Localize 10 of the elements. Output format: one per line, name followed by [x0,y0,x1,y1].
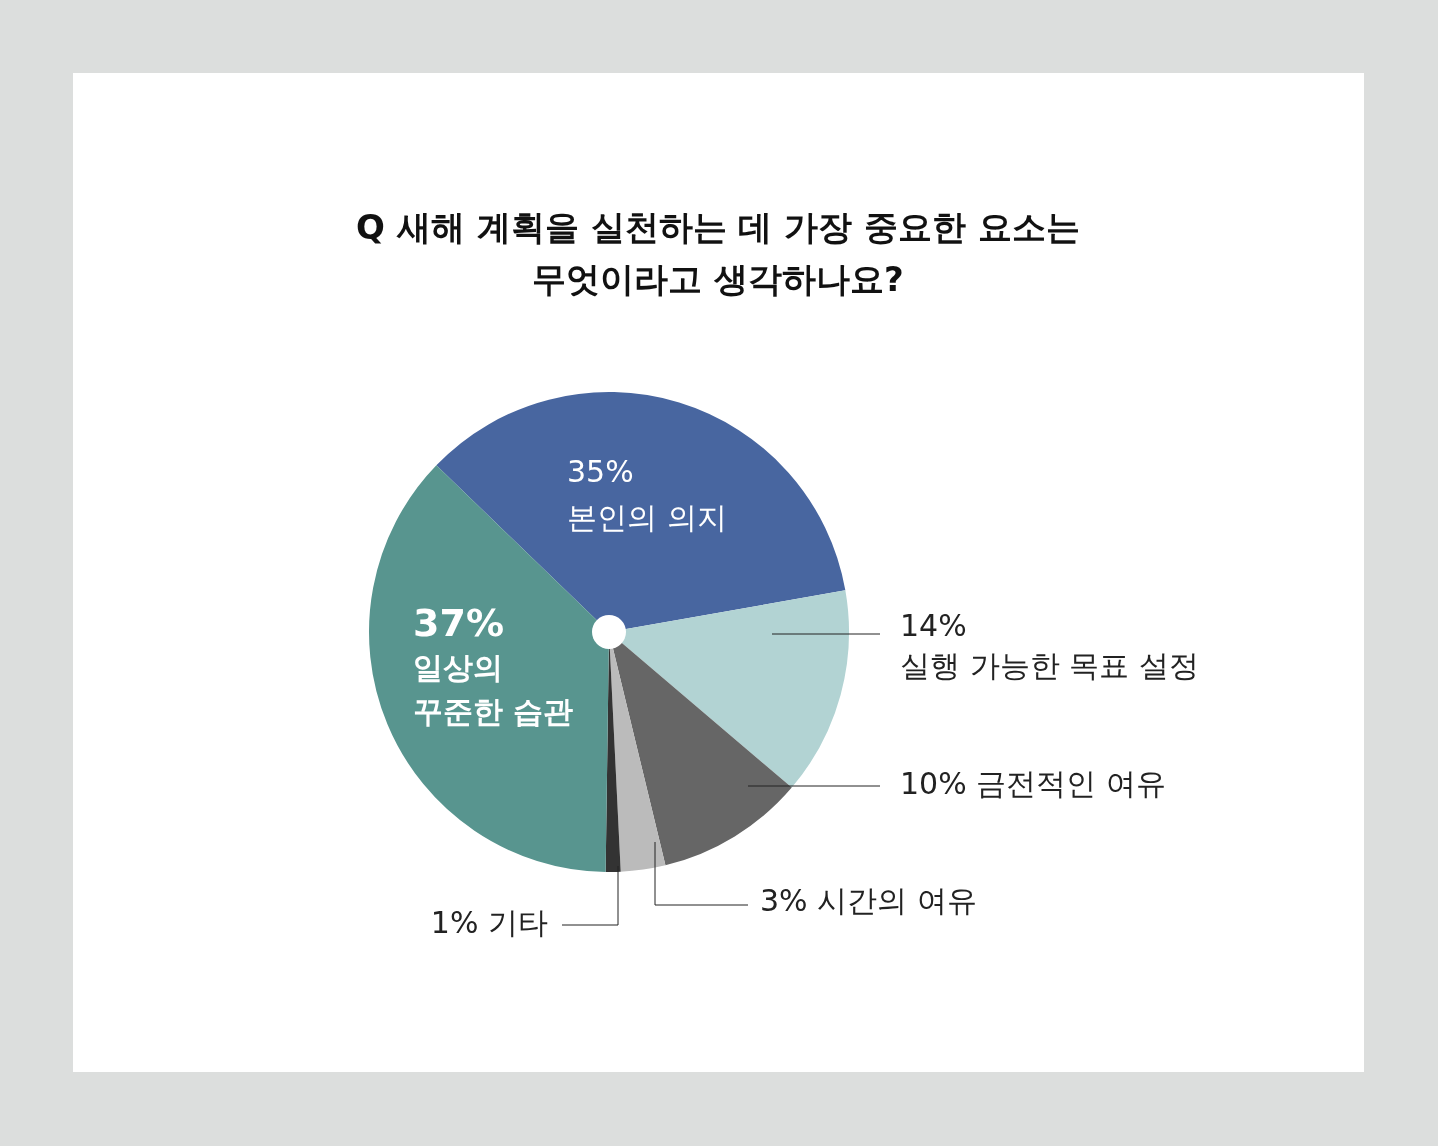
data-label: 14% [900,607,967,643]
slice-label: 본인의 의지 [567,499,727,535]
slice-label: 1% 기타 [430,904,548,940]
slice-label: 실행 가능한 목표 설정 [900,647,1199,683]
slice-label: 10% 금전적인 여유 [900,765,1166,801]
slice-label: 3% 시간의 여유 [760,882,977,918]
slice-label: 일상의 꾸준한 습관 [413,649,574,729]
chart-title: Q 새해 계획을 실천하는 데 가장 중요한 요소는 무엇이라고 생각하나요? [355,206,1081,301]
data-label: 35% [567,453,634,489]
data-label: 37% [413,600,504,645]
